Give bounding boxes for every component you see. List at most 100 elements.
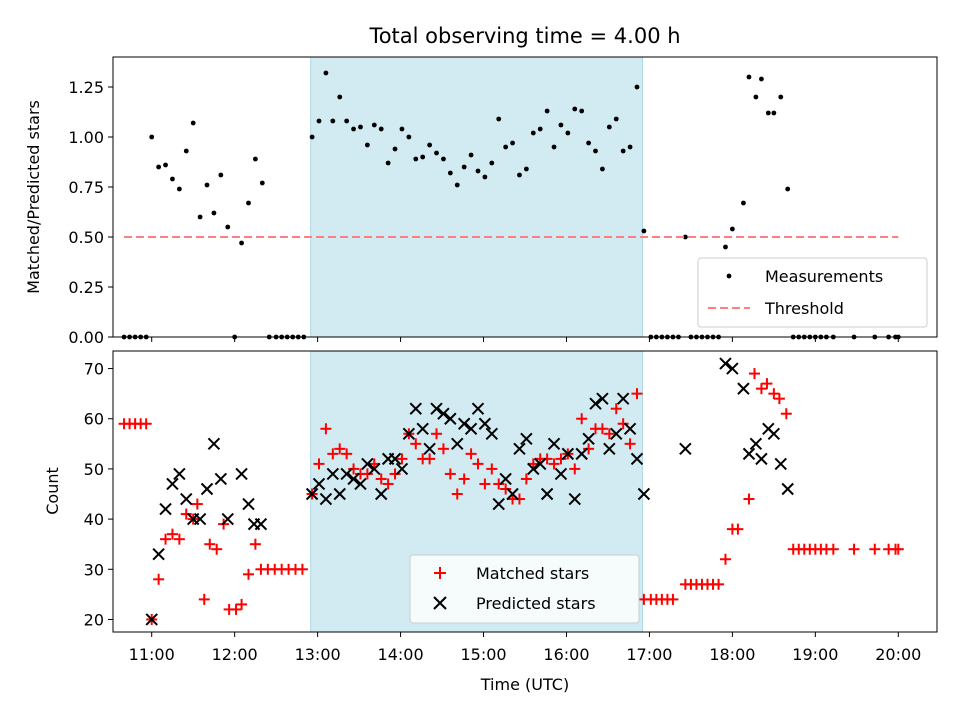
matched-star-point [437,443,449,455]
x-stroke-b [437,407,450,420]
matched-star-point [327,448,339,460]
x-stroke-b [527,462,540,476]
x-stroke-b [145,613,158,626]
predicted-star-point [679,442,692,456]
matched-star-point [617,418,629,430]
measurement-point [385,160,391,166]
predicted-star-point [145,613,158,626]
x-stroke-b [444,412,457,425]
measurement-point [641,228,647,234]
predicted-star-point [485,427,499,441]
predicted-star-point [254,517,268,531]
matched-star-point [334,443,346,455]
x-stroke-b [159,502,172,516]
matched-star-point [719,553,731,565]
measurement-point [765,110,771,116]
measurement-point [447,170,453,176]
x-tick-label: 20:00 [875,645,921,664]
predicted-star-point [478,417,492,430]
legend-measurements-label: Measurements [765,267,883,286]
x-stroke-b [166,477,179,491]
measurement-point [572,106,578,112]
x-stroke-b [242,497,255,511]
x-stroke-b [152,548,165,561]
measurement-point [517,172,522,178]
x-stroke-b [464,422,478,435]
predicted-star-point [534,457,547,471]
bottom-panel: 20 30 40 50 60 70 11:00 12:00 13:00 14:00 15:00 16… [43,350,938,694]
x-stroke-b [193,512,207,526]
measurement-point [163,162,168,168]
predicted-star-point [152,548,165,561]
predicted-star-point [540,487,554,501]
measurement-point [579,108,585,114]
matched-star-point [191,498,203,510]
measurement-point [204,182,210,188]
x-stroke-b [568,492,581,506]
predicted-star-point [207,437,221,451]
x-axis-label: Time (UTC) [480,675,569,694]
measurement-point [316,118,322,124]
predicted-star-point [610,427,623,441]
measurement-point [413,156,419,162]
predicted-star-point [749,437,763,451]
x-tick-label: 16:00 [543,645,589,664]
x-stroke-b [767,427,781,441]
x-stroke-b [214,472,228,486]
bottom-legend: Matched stars Predicted stars [409,554,640,624]
predicted-star-point [506,487,519,501]
y-tick-label: 50 [84,460,104,479]
measurement-point [530,130,536,136]
predicted-star-point [630,452,644,466]
predicted-star-point [582,432,595,446]
predicted-star-point [319,492,333,506]
matched-star-point [520,473,532,485]
x-stroke-b [347,472,360,486]
x-stroke-b [207,437,221,451]
matched-star-point [486,463,498,475]
predicted-star-point [737,382,750,395]
legend-predicted-label: Predicted stars [476,594,596,613]
measurement-point [197,214,203,220]
measurement-point [441,156,446,162]
predicted-star-point [596,392,609,405]
measurement-point [586,140,591,146]
matched-star-point [341,448,353,460]
x-stroke-b [409,402,422,415]
predicted-star-point [368,462,381,476]
matched-star-point [667,593,679,605]
matched-star-point [410,438,422,450]
matched-star-point [743,493,755,505]
matched-star-point [631,388,643,400]
matched-star-point [755,383,767,395]
measurement-point [461,164,467,170]
measurement-point [399,126,405,132]
measurement-point [246,200,251,206]
predicted-star-point [774,457,787,471]
measurement-point [330,118,336,124]
x-stroke-b [547,437,561,451]
legend-matched-marker [434,567,446,579]
measurement-point [771,110,777,116]
x-stroke-b [361,457,374,471]
measurement-point [489,160,495,166]
y-tick-label: 1.25 [68,78,104,97]
x-stroke-b [402,427,416,441]
x-stroke-b [457,417,471,430]
measurement-point [503,144,509,150]
predicted-star-point [726,362,739,375]
x-stroke-b [368,462,381,476]
matched-star-point [296,563,308,575]
matched-star-point [848,543,860,555]
x-stroke-b [180,492,193,506]
x-stroke-b [423,442,436,456]
matched-star-point [610,403,622,415]
matched-star-point [153,573,165,585]
legend-predicted-marker [433,596,447,610]
matched-star-point [458,473,470,485]
x-stroke-b [737,382,750,395]
top-y-axis-ticks: 0.00 0.25 0.50 0.75 1.00 1.25 [68,78,113,347]
measurement-point [510,140,515,146]
matched-star-point [541,453,553,465]
